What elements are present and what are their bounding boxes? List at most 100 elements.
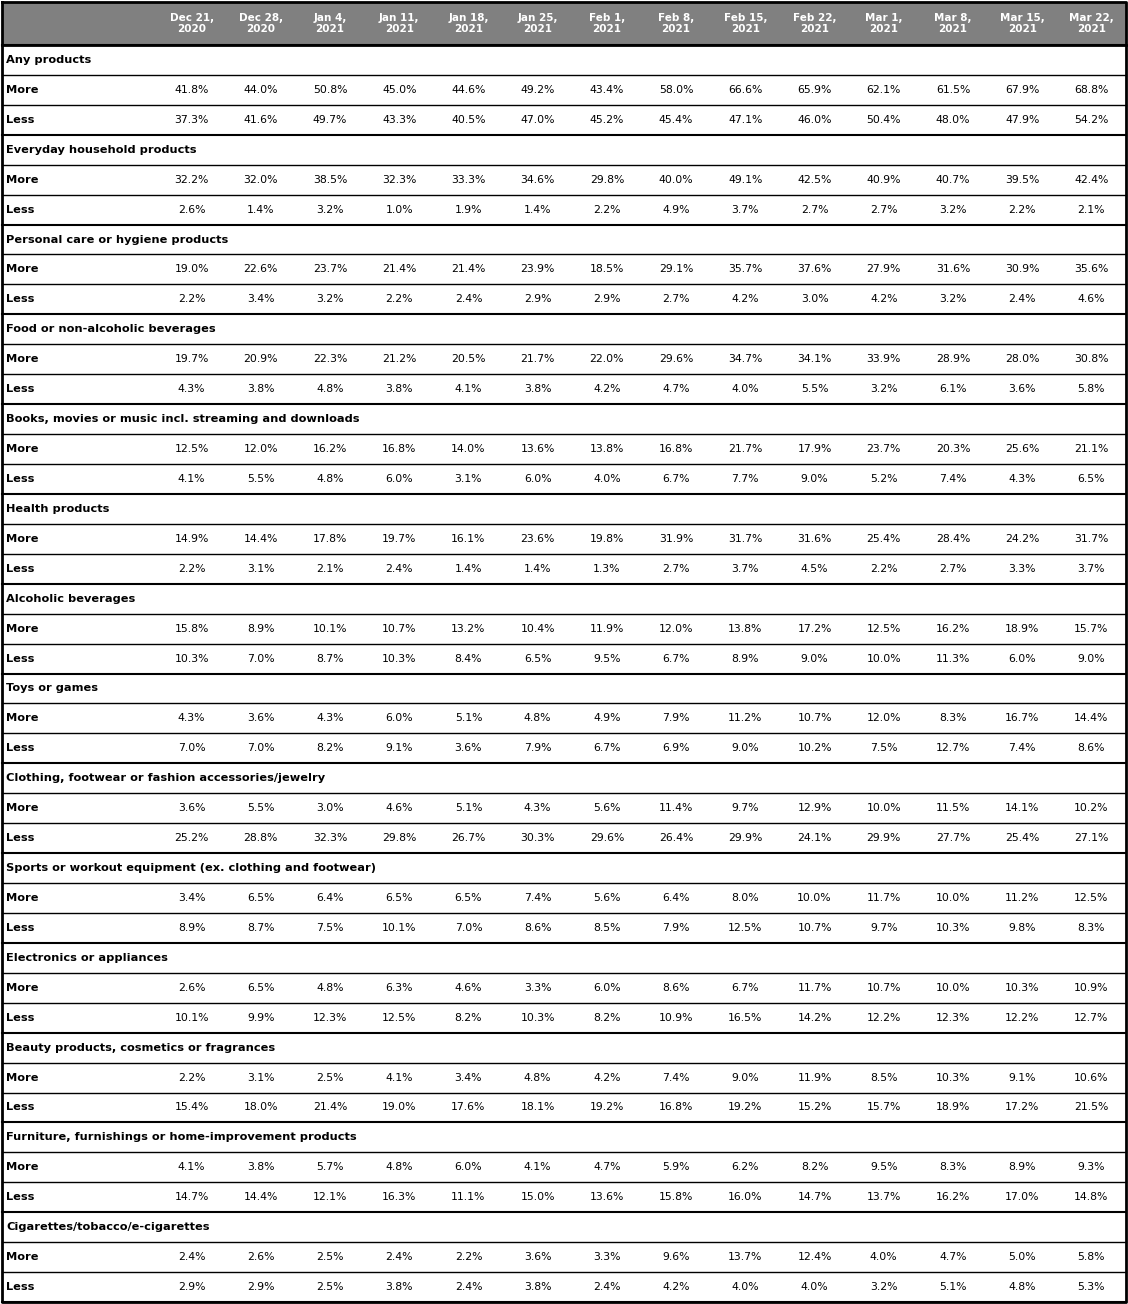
Text: More: More: [6, 355, 38, 364]
Text: 31.7%: 31.7%: [1074, 533, 1109, 544]
Text: 37.6%: 37.6%: [797, 265, 831, 274]
Text: Less: Less: [6, 1102, 34, 1112]
Text: 3.2%: 3.2%: [316, 205, 344, 215]
Text: 12.0%: 12.0%: [866, 713, 901, 724]
Text: 2.4%: 2.4%: [178, 1252, 205, 1262]
Text: 66.6%: 66.6%: [729, 85, 763, 95]
Bar: [2, 673, 1126, 703]
Text: 3.4%: 3.4%: [455, 1072, 482, 1082]
Text: 6.5%: 6.5%: [455, 893, 482, 902]
Text: More: More: [6, 445, 38, 454]
Text: 4.7%: 4.7%: [593, 1162, 620, 1172]
Text: Dec 21,
2020: Dec 21, 2020: [169, 13, 213, 34]
Text: 8.0%: 8.0%: [732, 893, 759, 902]
Text: 1.3%: 1.3%: [593, 563, 620, 574]
Text: 9.5%: 9.5%: [593, 653, 620, 664]
Text: Less: Less: [6, 653, 34, 664]
Bar: [2, 1213, 1126, 1243]
Text: 26.4%: 26.4%: [659, 833, 694, 844]
Text: 20.5%: 20.5%: [451, 355, 486, 364]
Text: 17.0%: 17.0%: [1005, 1192, 1039, 1202]
Text: 4.0%: 4.0%: [593, 473, 620, 484]
Text: 7.5%: 7.5%: [870, 743, 898, 754]
Text: 30.8%: 30.8%: [1074, 355, 1109, 364]
Text: 2.7%: 2.7%: [870, 205, 898, 215]
Bar: [2, 1093, 1126, 1123]
Text: 3.2%: 3.2%: [870, 1282, 898, 1292]
Text: 49.7%: 49.7%: [312, 115, 347, 125]
Text: 34.6%: 34.6%: [520, 175, 555, 185]
Text: 12.3%: 12.3%: [936, 1013, 970, 1022]
Text: 29.6%: 29.6%: [590, 833, 624, 844]
Text: 3.2%: 3.2%: [316, 295, 344, 304]
Text: 6.9%: 6.9%: [662, 743, 690, 754]
Text: 20.9%: 20.9%: [244, 355, 279, 364]
Text: 7.7%: 7.7%: [732, 473, 759, 484]
Text: 16.8%: 16.8%: [659, 445, 694, 454]
Bar: [2, 314, 1126, 344]
Text: 7.9%: 7.9%: [662, 923, 690, 932]
Text: 13.2%: 13.2%: [451, 623, 486, 634]
Text: 5.2%: 5.2%: [870, 473, 898, 484]
Text: 68.8%: 68.8%: [1074, 85, 1109, 95]
Text: 40.0%: 40.0%: [659, 175, 694, 185]
Text: 6.7%: 6.7%: [732, 983, 759, 992]
Bar: [2, 554, 1126, 584]
Bar: [2, 464, 1126, 494]
Text: 13.6%: 13.6%: [520, 445, 555, 454]
Text: 29.8%: 29.8%: [590, 175, 624, 185]
Text: Feb 1,
2021: Feb 1, 2021: [589, 13, 625, 34]
Text: 7.4%: 7.4%: [523, 893, 552, 902]
Text: 2.2%: 2.2%: [593, 205, 620, 215]
Text: 6.5%: 6.5%: [247, 983, 274, 992]
Text: Mar 8,
2021: Mar 8, 2021: [934, 13, 971, 34]
Bar: [2, 434, 1126, 464]
Text: 14.7%: 14.7%: [175, 1192, 209, 1202]
Text: 18.5%: 18.5%: [590, 265, 624, 274]
Text: 14.4%: 14.4%: [1074, 713, 1109, 724]
Text: 7.4%: 7.4%: [940, 473, 967, 484]
Text: 17.6%: 17.6%: [451, 1102, 486, 1112]
Text: 18.9%: 18.9%: [1005, 623, 1039, 634]
Bar: [2, 404, 1126, 434]
Text: 3.7%: 3.7%: [1077, 563, 1105, 574]
Text: 18.9%: 18.9%: [936, 1102, 970, 1112]
Bar: [2, 1153, 1126, 1183]
Text: 14.2%: 14.2%: [797, 1013, 831, 1022]
Text: Less: Less: [6, 1013, 34, 1022]
Text: 62.1%: 62.1%: [866, 85, 901, 95]
Text: 2.9%: 2.9%: [247, 1282, 274, 1292]
Text: 15.7%: 15.7%: [1074, 623, 1109, 634]
Text: 5.9%: 5.9%: [662, 1162, 690, 1172]
Text: 9.1%: 9.1%: [1008, 1072, 1036, 1082]
Text: 13.6%: 13.6%: [590, 1192, 624, 1202]
Text: 17.9%: 17.9%: [797, 445, 831, 454]
Text: 4.1%: 4.1%: [455, 385, 482, 394]
Text: 19.7%: 19.7%: [382, 533, 416, 544]
Text: 2.4%: 2.4%: [386, 1252, 413, 1262]
Text: 45.2%: 45.2%: [590, 115, 624, 125]
Text: 4.6%: 4.6%: [1077, 295, 1105, 304]
Text: Less: Less: [6, 833, 34, 844]
Text: 21.4%: 21.4%: [312, 1102, 347, 1112]
Text: Books, movies or music incl. streaming and downloads: Books, movies or music incl. streaming a…: [6, 415, 360, 424]
Text: 14.4%: 14.4%: [244, 533, 277, 544]
Bar: [2, 1003, 1126, 1033]
Text: 9.9%: 9.9%: [247, 1013, 274, 1022]
Text: 5.6%: 5.6%: [593, 893, 620, 902]
Text: 11.2%: 11.2%: [729, 713, 763, 724]
Text: Jan 25,
2021: Jan 25, 2021: [518, 13, 558, 34]
Text: Less: Less: [6, 295, 34, 304]
Text: 4.2%: 4.2%: [732, 295, 759, 304]
Text: 3.0%: 3.0%: [801, 295, 828, 304]
Text: 6.7%: 6.7%: [662, 653, 690, 664]
Bar: [2, 224, 1126, 254]
Text: 13.8%: 13.8%: [590, 445, 624, 454]
Text: 10.3%: 10.3%: [1005, 983, 1039, 992]
Text: More: More: [6, 713, 38, 724]
Text: 2.2%: 2.2%: [178, 1072, 205, 1082]
Text: 4.9%: 4.9%: [593, 713, 620, 724]
Text: 17.2%: 17.2%: [1005, 1102, 1039, 1112]
Text: 41.6%: 41.6%: [244, 115, 277, 125]
Text: 7.4%: 7.4%: [662, 1072, 690, 1082]
